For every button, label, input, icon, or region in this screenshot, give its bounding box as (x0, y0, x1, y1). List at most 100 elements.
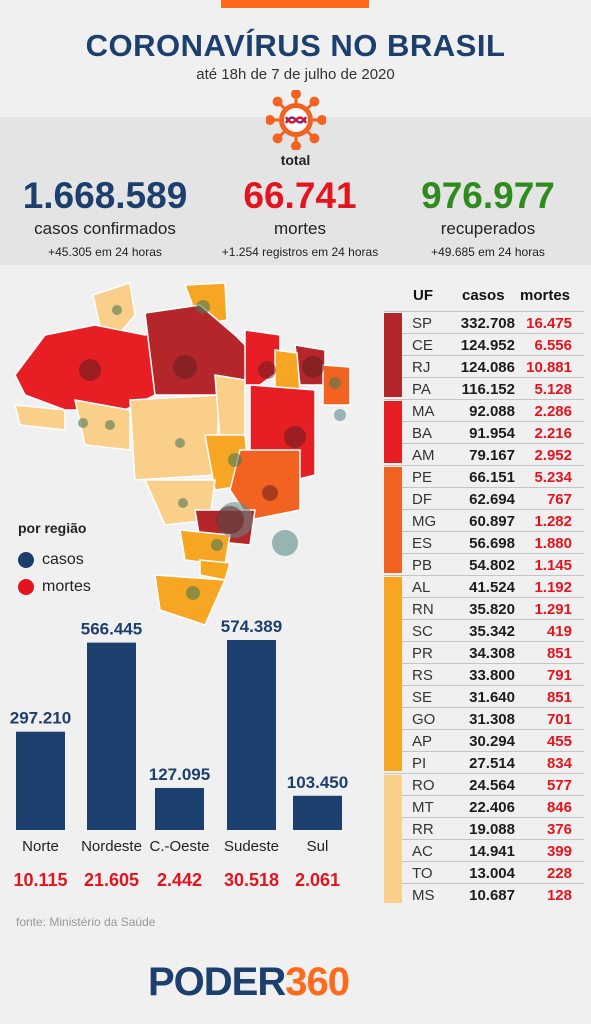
table-row: MS 10.687 128 (384, 883, 584, 906)
table-header-casos: casos (462, 287, 505, 304)
cell-uf: MG (412, 512, 437, 530)
bar-sul (293, 795, 342, 830)
cell-uf: SC (412, 622, 433, 640)
map-state-sc (199, 559, 231, 581)
legend-item-mortes: mortes (18, 578, 91, 596)
cell-casos: 30.294 (469, 732, 515, 750)
cell-mortes: 2.286 (534, 402, 572, 420)
cell-uf: RN (412, 600, 434, 618)
map-state-rs (154, 574, 227, 626)
cell-uf: PR (412, 644, 433, 662)
bar-value-label: 574.389 (221, 617, 282, 636)
cell-mortes: 455 (546, 732, 572, 750)
table-header-uf: UF (413, 287, 433, 304)
cell-casos: 124.086 (460, 358, 515, 376)
cell-uf: MA (412, 402, 435, 420)
source-note: fonte: Ministério da Saúde (16, 915, 156, 929)
cell-mortes: 5.128 (534, 380, 572, 398)
legend-label: casos (42, 551, 84, 568)
category-label: C.-Oeste (149, 838, 209, 855)
cell-mortes: 128 (546, 886, 572, 904)
cell-uf: AP (412, 732, 433, 750)
cell-casos: 31.308 (469, 710, 515, 728)
table-row: RN 35.820 1.291 (384, 597, 584, 620)
category-label: Nordeste (81, 838, 142, 855)
cell-mortes: 767 (546, 490, 572, 508)
cell-mortes: 1.282 (534, 512, 572, 530)
cell-casos: 35.820 (469, 600, 515, 618)
table-row: MA 92.088 2.286 (384, 399, 584, 422)
death-value-label: 10.115 (13, 870, 67, 890)
map-state-mg (229, 449, 301, 521)
cell-uf: RO (412, 776, 435, 794)
table-header-mortes: mortes (520, 287, 571, 304)
table-row: BA 91.954 2.216 (384, 421, 584, 444)
cell-mortes: 701 (546, 710, 572, 728)
table-row: DF 62.694 767 (384, 487, 584, 510)
cell-mortes: 10.881 (526, 358, 572, 376)
legend-title: por região (18, 520, 87, 536)
table-row: TO 13.004 228 (384, 861, 584, 884)
stat-deaths: 66.741 mortes +1.254 registros em 24 hor… (195, 175, 405, 259)
table-row: MT 22.406 846 (384, 795, 584, 818)
cell-casos: 13.004 (469, 864, 515, 882)
stat-sub: +45.305 em 24 horas (48, 245, 162, 259)
cell-casos: 14.941 (469, 842, 515, 860)
cell-mortes: 851 (546, 644, 572, 662)
table-row: GO 31.308 701 (384, 707, 584, 730)
table-row: AP 30.294 455 (384, 729, 584, 752)
stat-recovered: 976.977 recuperados +49.685 em 24 horas (385, 175, 591, 259)
death-value-label: 2.442 (157, 870, 202, 890)
cell-mortes: 2.216 (534, 424, 572, 442)
cell-uf: BA (412, 424, 433, 442)
category-label: Sudeste (224, 838, 279, 855)
stat-confirmed: 1.668.589 casos confirmados +45.305 em 2… (0, 175, 210, 259)
cell-uf: RJ (412, 358, 431, 376)
table-row: ES 56.698 1.880 (384, 531, 584, 554)
total-label: total (280, 152, 311, 168)
table-row: RO 24.564 577 (384, 773, 584, 796)
cell-uf: SP (412, 314, 433, 332)
bar-value-label: 297.210 (10, 709, 71, 728)
bar-sudeste (227, 640, 276, 830)
cell-casos: 31.640 (469, 688, 515, 706)
bar-nordeste (87, 642, 136, 830)
cell-uf: PB (412, 556, 433, 574)
bar-value-label: 103.450 (287, 773, 348, 792)
table-row: PI 27.514 834 (384, 751, 584, 774)
cell-casos: 27.514 (469, 754, 515, 772)
cell-uf: RR (412, 820, 434, 838)
table-row: RJ 124.086 10.881 (384, 355, 584, 378)
cell-mortes: 1.291 (534, 600, 572, 618)
cell-mortes: 228 (546, 864, 572, 882)
cell-uf: SE (412, 688, 433, 706)
cell-casos: 60.897 (469, 512, 515, 530)
legend-dot (18, 552, 34, 568)
death-value-label: 21.605 (84, 870, 139, 890)
cell-casos: 56.698 (469, 534, 515, 552)
page-subtitle: até 18h de 7 de julho de 2020 (196, 66, 395, 83)
cell-casos: 79.167 (469, 446, 515, 464)
cell-casos: 92.088 (469, 402, 515, 420)
category-label: Norte (22, 838, 59, 855)
cell-mortes: 2.952 (534, 446, 572, 464)
cell-casos: 34.308 (469, 644, 515, 662)
cell-uf: CE (412, 336, 433, 354)
cell-casos: 66.151 (469, 468, 515, 486)
cell-mortes: 834 (546, 754, 572, 772)
cell-mortes: 6.556 (534, 336, 572, 354)
map-bubbles (78, 300, 346, 600)
cell-casos: 10.687 (469, 886, 515, 904)
cell-casos: 41.524 (469, 578, 515, 596)
stat-value: 976.977 (421, 175, 555, 216)
cell-uf: ES (412, 534, 433, 552)
death-value-label: 2.061 (295, 870, 340, 890)
cell-uf: AM (412, 446, 435, 464)
cell-mortes: 399 (546, 842, 572, 860)
cell-uf: TO (412, 864, 433, 882)
table-row: MG 60.897 1.282 (384, 509, 584, 532)
cell-uf: AL (412, 578, 431, 596)
cell-uf: MT (412, 798, 434, 816)
table-row: SP 332.708 16.475 (384, 311, 584, 334)
tier-color-strip (384, 467, 402, 573)
